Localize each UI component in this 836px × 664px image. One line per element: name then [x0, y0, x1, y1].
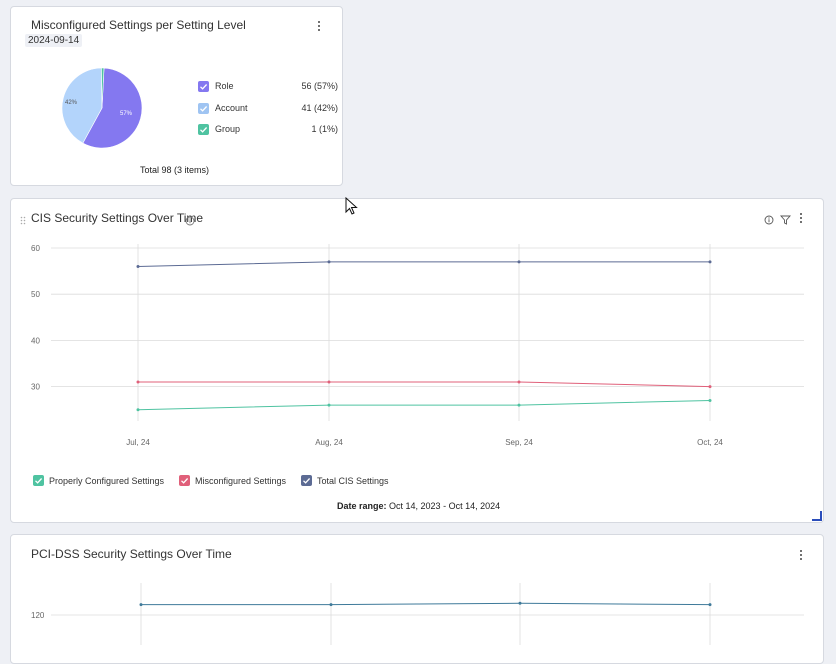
resize-handle-icon[interactable] [812, 511, 822, 521]
legend-value: 56 (57%) [301, 81, 338, 91]
data-point[interactable] [329, 603, 333, 607]
legend-label: Role [215, 81, 234, 91]
checkbox-icon[interactable] [198, 124, 209, 135]
more-options-icon[interactable] [795, 211, 807, 225]
legend-label: Properly Configured Settings [49, 476, 165, 486]
more-options-icon[interactable] [795, 548, 807, 562]
data-point[interactable] [708, 385, 712, 389]
card-title: Misconfigured Settings per Setting Level [31, 18, 246, 32]
checkbox-icon[interactable] [179, 475, 190, 486]
data-point[interactable] [517, 403, 521, 407]
misconfigured-settings-card: Misconfigured Settings per Setting Level… [10, 6, 343, 186]
series-line-2[interactable] [137, 261, 710, 267]
mouse-cursor-icon [345, 196, 359, 222]
pie-chart: 57% 42% [61, 67, 143, 149]
legend-value: 41 (42%) [301, 102, 338, 113]
data-point[interactable] [518, 601, 522, 605]
data-point[interactable] [136, 380, 140, 384]
legend-label: Group [215, 124, 241, 134]
series-line-0[interactable] [141, 602, 711, 606]
filter-icon[interactable] [780, 212, 791, 230]
data-point[interactable] [517, 260, 521, 264]
x-tick-label: Sep, 24 [505, 438, 533, 447]
card-title: PCI-DSS Security Settings Over Time [31, 547, 232, 561]
data-point[interactable] [708, 603, 712, 607]
pie-label-role: 57% [120, 111, 133, 117]
total-summary: Total 98 (3 items) [140, 165, 210, 175]
y-tick-label: 50 [31, 290, 40, 299]
card-title: CIS Security Settings Over Time [31, 211, 204, 225]
cis-settings-card: CIS Security Settings Over Time 30 40 50 60… [10, 198, 824, 523]
series-line-1[interactable] [138, 381, 711, 388]
data-point[interactable] [708, 398, 712, 402]
x-tick-label: Jul, 24 [126, 438, 150, 447]
checkbox-icon[interactable] [198, 81, 209, 92]
data-point[interactable] [327, 380, 331, 384]
pci-dss-settings-card: PCI-DSS Security Settings Over Time 120 [10, 534, 824, 664]
info-icon[interactable] [764, 212, 774, 230]
pci-line-chart: 120 [31, 583, 804, 645]
data-point[interactable] [139, 603, 143, 607]
checkbox-icon[interactable] [301, 475, 312, 486]
y-tick-label: 30 [31, 383, 40, 392]
data-point[interactable] [136, 264, 140, 268]
data-point[interactable] [708, 260, 712, 264]
legend-value: 1 (1%) [311, 124, 338, 134]
data-point[interactable] [327, 260, 331, 264]
legend-label: Account [215, 102, 248, 113]
data-point[interactable] [327, 403, 331, 407]
date-range: Date range: Oct 14, 2023 - Oct 14, 2024 [337, 501, 500, 511]
y-tick-label: 40 [31, 336, 40, 345]
y-tick-label: 60 [31, 244, 40, 253]
pie-slice-group[interactable] [101, 67, 105, 109]
series-line-0[interactable] [137, 399, 711, 411]
pie-slice-account[interactable] [61, 67, 103, 144]
more-options-icon[interactable] [313, 19, 325, 33]
info-icon[interactable] [185, 213, 195, 231]
pie-slice-role[interactable] [82, 67, 143, 149]
cis-line-chart: 30 40 50 60 Jul, 24 Aug, 24 Sep, 24 Oct, 24 [31, 244, 804, 447]
legend-label: Total CIS Settings [317, 476, 389, 486]
date-range-label: Date range: [337, 501, 387, 511]
checkbox-icon[interactable] [33, 475, 44, 486]
date-range-value: Oct 14, 2023 - Oct 14, 2024 [389, 501, 501, 511]
drag-handle-icon[interactable] [20, 213, 26, 225]
legend-item-role[interactable]: Role 56 (57%) [198, 80, 338, 94]
data-point[interactable] [136, 408, 140, 412]
data-point[interactable] [517, 380, 521, 384]
x-tick-label: Aug, 24 [315, 438, 343, 447]
x-tick-label: Oct, 24 [697, 438, 723, 447]
date-badge: 2024-09-14 [25, 34, 83, 47]
legend-label: Misconfigured Settings [195, 476, 287, 486]
pie-label-account: 42% [65, 100, 78, 106]
legend-item-group[interactable]: Group 1 (1%) [198, 123, 338, 137]
y-tick-label: 120 [31, 611, 45, 620]
legend-item-account[interactable]: Account 41 (42%) [198, 102, 338, 116]
checkbox-icon[interactable] [198, 102, 209, 114]
